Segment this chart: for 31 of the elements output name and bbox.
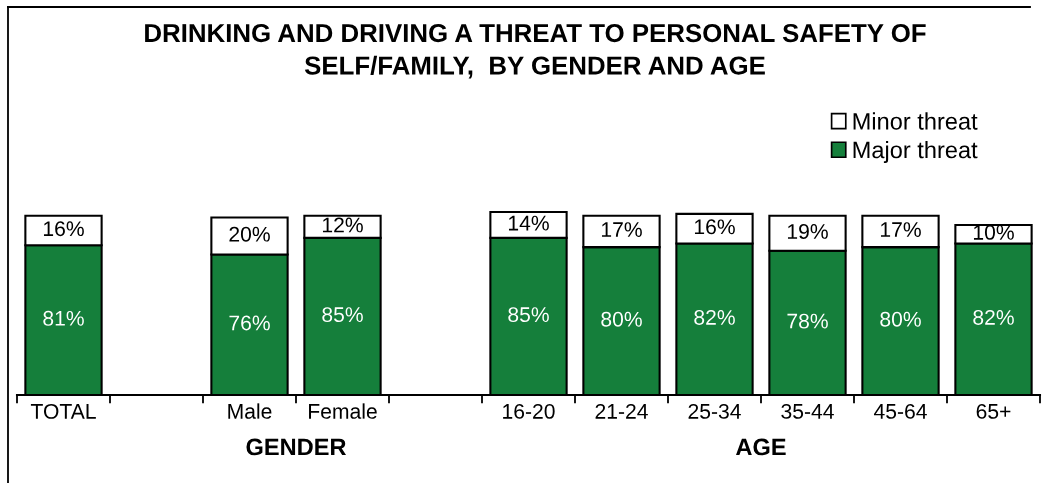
- x-tick-label: 35-44: [781, 403, 834, 419]
- data-label: 16%: [694, 219, 735, 235]
- x-tick-label: Male: [228, 403, 272, 419]
- data-label: 80%: [880, 311, 921, 327]
- x-tick-label: 65+: [976, 403, 1011, 419]
- data-label: 19%: [787, 223, 828, 239]
- x-tick-label: 21-24: [595, 403, 648, 419]
- data-label: 16%: [43, 221, 84, 237]
- data-label: 85%: [508, 307, 549, 323]
- x-tick-label: 25-34: [688, 403, 741, 419]
- data-label: 17%: [880, 222, 921, 237]
- x-tick-label: Female: [309, 403, 377, 419]
- data-label: 85%: [322, 307, 363, 323]
- data-label: 14%: [508, 215, 549, 231]
- x-tick-label: 16-20: [503, 403, 555, 419]
- data-label: 81%: [43, 310, 84, 326]
- data-label: 17%: [601, 222, 642, 237]
- data-label: 76%: [229, 315, 270, 331]
- data-label: 82%: [973, 309, 1014, 325]
- x-tick-label: TOTAL: [30, 403, 96, 419]
- data-label: 80%: [601, 311, 642, 327]
- legend-label: Major threat: [853, 140, 978, 163]
- x-tick-label: 45-64: [873, 403, 927, 419]
- data-label: 20%: [229, 226, 270, 242]
- data-label: 12%: [322, 217, 363, 233]
- chart-title: DRINKING AND DRIVING A THREAT TO PERSONAL SAFETY OF SELF/FAMILY, BY GENDER AND AGE: [145, 23, 926, 79]
- data-label: 82%: [694, 309, 735, 325]
- text: AGE: [736, 438, 786, 456]
- legend-label: Minor threat: [853, 112, 978, 130]
- text: GENDER: [246, 438, 347, 456]
- data-label: 78%: [787, 313, 828, 329]
